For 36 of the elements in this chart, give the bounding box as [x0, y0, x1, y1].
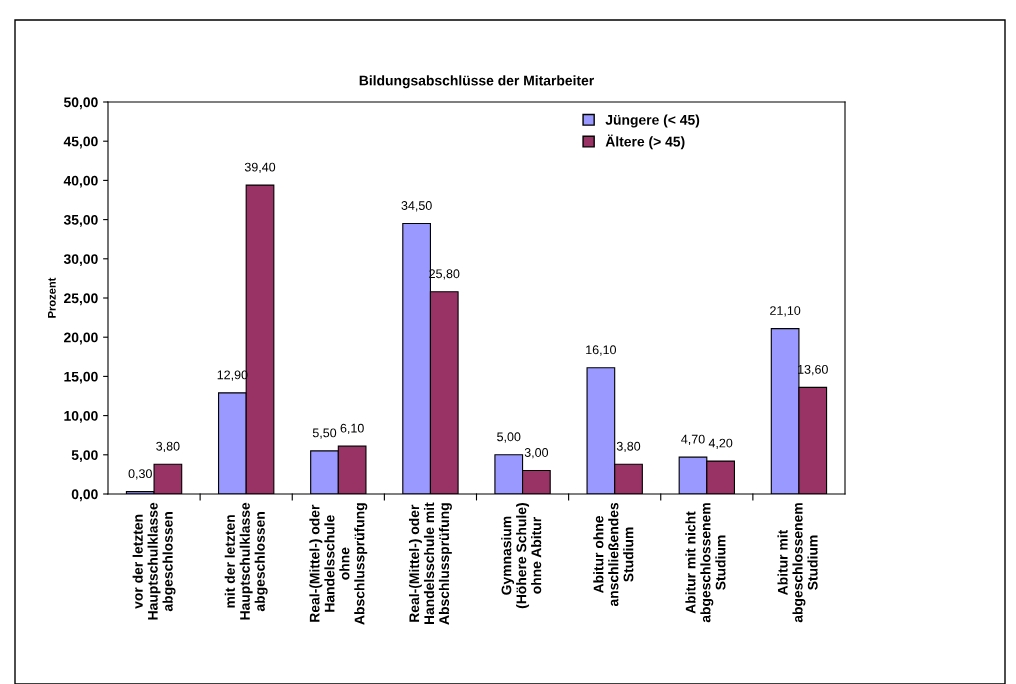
- y-tick-label: 10,00: [64, 410, 98, 423]
- y-tick-label: 45,00: [63, 136, 98, 149]
- x-tick-label: Real-(Mittel-) oder Handelsschule mit Abschlussprüfung: [408, 502, 452, 625]
- data-label: 6,10: [340, 423, 364, 435]
- y-tick-label: 35,00: [63, 214, 98, 227]
- data-label: 3,80: [616, 441, 641, 453]
- x-tick-label: Abitur mit nicht abgeschlossenem Studium: [685, 503, 726, 623]
- y-tick-label: 15,00: [64, 371, 98, 384]
- y-tick-label: 0,00: [71, 489, 98, 502]
- x-tick-label: Real-(Mittel-) oder Handelsschule ohne Abschlussprüfung: [309, 503, 368, 625]
- legend-label: Ältere (> 45): [605, 134, 685, 150]
- y-tick-label: 25,00: [64, 293, 98, 306]
- y-axis-title: Prozent: [48, 277, 56, 318]
- data-label: 4,20: [708, 438, 733, 449]
- data-label: 5,00: [497, 432, 521, 443]
- data-label: 3,00: [524, 448, 549, 459]
- data-label: 16,10: [586, 345, 617, 356]
- x-tick-label: vor der letzten Hauptschulklasse abgeschlossen: [132, 502, 176, 620]
- chart-title: Bildungsabschlüsse der Mitarbeiter: [359, 75, 594, 89]
- x-tick-label: mit der letzten Hauptschulklasse abgeschlossen: [224, 502, 268, 620]
- x-tick-label: Abitur mit abgeschlossenem Studium: [777, 503, 818, 623]
- legend-label: Jüngere (< 45): [605, 114, 700, 128]
- y-tick-label: 30,00: [63, 254, 98, 266]
- data-label: 39,40: [244, 162, 276, 173]
- x-tick-label: Gymnasium (Höhere Schule) ohne Abitur: [501, 503, 542, 609]
- data-label: 5,50: [312, 428, 337, 439]
- data-label: 4,70: [681, 434, 705, 446]
- data-label: 0,30: [128, 469, 152, 480]
- y-tick-label: 40,00: [63, 175, 98, 188]
- y-tick-label: 20,00: [64, 332, 98, 345]
- y-tick-label: 5,00: [71, 450, 98, 462]
- data-label: 34,50: [401, 201, 432, 212]
- y-tick-label: 50,00: [63, 97, 98, 110]
- data-label: 3,80: [156, 441, 180, 453]
- data-label: 21,10: [770, 306, 801, 317]
- x-tick-label: Abitur ohne anschließendes Studium: [593, 502, 634, 607]
